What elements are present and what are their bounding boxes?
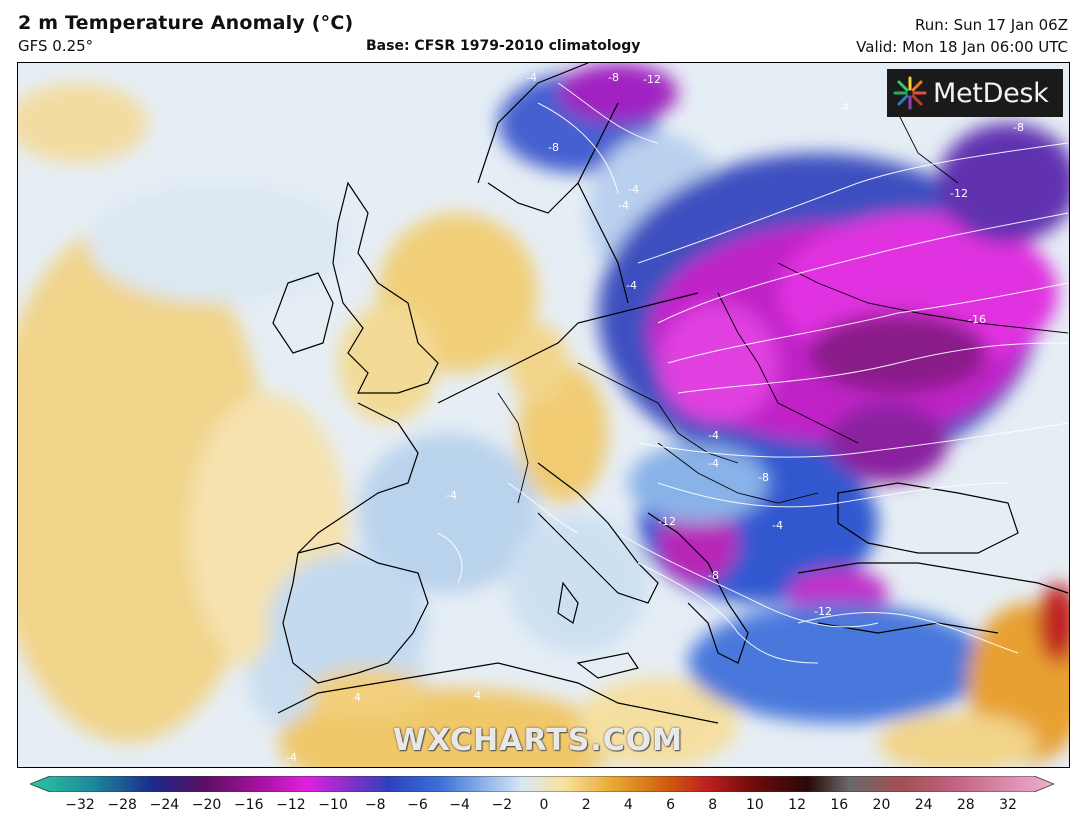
contour-label: 4 <box>474 689 481 702</box>
colorbar-tick-label: −16 <box>233 797 264 813</box>
contour-label: -8 <box>758 471 769 484</box>
contour-label: -4 <box>708 457 719 470</box>
contour-label: -4 <box>838 101 849 114</box>
colorbar-tick-label: 16 <box>830 797 849 813</box>
colorbar-tick-label: −20 <box>191 797 222 813</box>
contour-label: -16 <box>968 313 986 326</box>
colorbar-tick-label: −4 <box>449 797 470 813</box>
colorbar-tick-label: 24 <box>914 797 933 813</box>
colorbar-tick-label: 28 <box>956 797 975 813</box>
colorbar-tick-label: −10 <box>318 797 348 813</box>
contour-label: -8 <box>608 71 619 84</box>
contour-lines <box>437 82 1069 664</box>
logo-text: MetDesk <box>933 77 1049 109</box>
contour-label: -8 <box>708 569 719 582</box>
anomaly-field <box>18 63 1069 767</box>
contour-label-group: -4 -8 -12 -4 -8 -8 -4 -4 -4 -12 -16 -4 -… <box>286 71 1024 764</box>
colorbar-tick-label: 12 <box>788 797 806 813</box>
contour-label: -4 <box>446 489 457 502</box>
colorbar-tick-label: 2 <box>581 797 591 813</box>
colorbar-tick-label: −12 <box>276 797 306 813</box>
watermark: WXCHARTS.COM <box>393 723 684 758</box>
map-canvas: -4 -8 -12 -4 -8 -8 -4 -4 -4 -12 -16 -4 -… <box>18 63 1069 767</box>
temperature-anomaly-map: -4 -8 -12 -4 -8 -8 -4 -4 -4 -12 -16 -4 -… <box>17 62 1070 768</box>
sunburst-logo-icon <box>893 76 927 110</box>
contour-label: -8 <box>548 141 559 154</box>
colorbar-tick-label: 10 <box>745 797 764 813</box>
contour-label: -12 <box>814 605 832 618</box>
contour-label: -4 <box>772 519 783 532</box>
contour-label: -12 <box>643 73 661 86</box>
contour-label: -4 <box>618 199 629 212</box>
colorbar-tick-label: 4 <box>623 797 633 813</box>
contour-label: -4 <box>286 751 297 764</box>
run-time-label: Run: Sun 17 Jan 06Z <box>915 16 1068 34</box>
chart-title: 2 m Temperature Anomaly (°C) <box>18 12 354 34</box>
contour-label: 4 <box>354 691 361 704</box>
colorbar-tick-label: −24 <box>149 797 180 813</box>
contour-label: -12 <box>950 187 968 200</box>
colorbar-tick-label: −2 <box>491 797 513 813</box>
colorbar-tick-label: −32 <box>65 797 95 813</box>
colorbar-tick-label: 0 <box>539 797 549 813</box>
contour-label: -4 <box>628 183 639 196</box>
contour-label: -4 <box>708 429 719 442</box>
contour-label: -12 <box>658 515 676 528</box>
colorbar-tick-label: 32 <box>999 797 1017 813</box>
colorbar-tick-label: −6 <box>407 797 428 813</box>
colorbar <box>30 776 1054 792</box>
climatology-base-label: Base: CFSR 1979-2010 climatology <box>366 38 641 54</box>
colorbar-tick-label: 6 <box>666 797 675 813</box>
contour-label: -8 <box>1013 121 1024 134</box>
colorbar-tick-label: 20 <box>872 797 891 813</box>
colorbar-tick-label: −28 <box>107 797 137 813</box>
contour-label: -4 <box>626 279 637 292</box>
valid-time-label: Valid: Mon 18 Jan 06:00 UTC <box>856 38 1068 56</box>
contour-label: -4 <box>526 71 537 84</box>
metdesk-logo: MetDesk <box>887 69 1063 117</box>
model-label: GFS 0.25° <box>18 37 94 55</box>
colorbar-tick-label: 8 <box>708 797 718 813</box>
coastlines <box>272 63 1069 724</box>
colorbar-tick-label: −8 <box>364 797 386 813</box>
